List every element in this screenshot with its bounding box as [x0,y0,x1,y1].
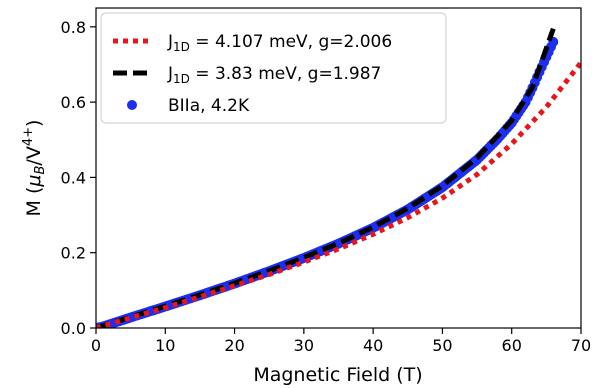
legend-entry-3: BIIa, 4.2K [168,96,250,116]
y-axis-label: M (μB/V4+) [21,120,48,217]
legend-entry-1: J1D = 4.107 meV, g=2.006 [167,32,392,54]
y-label-mu: μ [23,174,45,187]
y-label-sup: 4+ [21,127,36,146]
x-axis-label: Magnetic Field (T) [253,364,422,386]
x-tick-label: 10 [155,336,175,355]
x-tick-label: 30 [294,336,314,355]
y-label-mu-sub: B [33,165,48,174]
y-tick-label: 0.6 [61,93,86,112]
x-tick-label: 0 [91,336,101,355]
x-tick-label: 50 [432,336,452,355]
legend-swatch-marker [127,100,137,110]
series-layer [96,27,581,328]
y-tick-label: 0.8 [61,18,86,37]
y-tick-label: 0.0 [61,319,86,338]
y-tick-label: 0.2 [61,244,86,263]
legend-entry-2: J1D = 3.83 meV, g=1.987 [167,64,381,86]
legend: J1D = 4.107 meV, g=2.006 J1D = 3.83 meV,… [100,12,447,124]
legend-box [100,12,447,124]
plot-frame [95,7,582,329]
y-label-mid: /V [23,146,45,165]
x-tick-label: 60 [502,336,522,355]
x-tick-label: 70 [571,336,591,355]
x-tick-label: 20 [224,336,244,355]
series-line-dotted [96,61,581,328]
x-tick-label: 40 [363,336,383,355]
y-label-main: M ( [23,187,45,217]
ticks-layer: 0 10 20 30 40 50 60 70 0.0 0.2 0.4 0.6 0.8 [61,18,592,355]
y-tick-label: 0.4 [61,168,86,187]
y-label-end: ) [23,120,45,127]
